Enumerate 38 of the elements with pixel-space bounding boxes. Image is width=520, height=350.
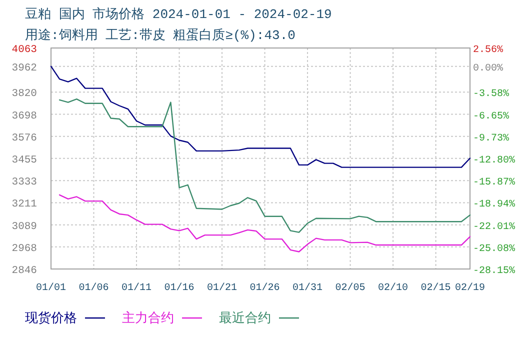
y2-tick-label: -9.73% [473, 133, 510, 144]
y-tick-label: 3698 [12, 110, 37, 122]
x-tick-label: 02/19 [454, 282, 486, 294]
x-tick-label: 01/26 [250, 282, 280, 294]
x-tick-label: 01/21 [207, 282, 238, 294]
y2-tick-label: -15.87% [473, 178, 516, 189]
x-tick-label: 01/01 [36, 282, 66, 294]
legend-label: 现货价格 [25, 311, 77, 326]
y2-tick-label: -22.01% [473, 222, 516, 233]
x-tick-label: 01/16 [164, 282, 194, 294]
x-tick-label: 02/15 [420, 282, 451, 294]
chart-subtitle: 用途:饲料用 工艺:带皮 粗蛋白质≥(%):43.0 [25, 28, 296, 43]
legend-label: 主力合约 [122, 310, 174, 326]
y2-tick-label: -28.15% [473, 266, 516, 277]
x-tick-label: 01/31 [292, 282, 323, 294]
y-tick-label: 4063 [12, 44, 37, 56]
x-tick-label: 01/11 [122, 282, 152, 294]
y2-tick-label: -12.80% [473, 156, 516, 167]
y-tick-label: 3333 [12, 176, 37, 189]
y2-tick-label: 2.56% [473, 45, 504, 56]
legend-label: 最近合约 [219, 311, 271, 326]
y-tick-label: 3962 [12, 62, 37, 74]
y-tick-label: 2846 [12, 265, 37, 277]
y2-tick-label: 0.00% [473, 63, 504, 74]
x-tick-label: 02/10 [378, 282, 408, 294]
x-tick-label: 02/05 [335, 282, 366, 294]
y-tick-label: 2968 [12, 242, 37, 255]
y-tick-label: 3820 [12, 88, 37, 100]
chart-title: 豆粕 国内 市场价格 2024-01-01 - 2024-02-19 [25, 7, 332, 22]
x-tick-label: 01/06 [78, 282, 109, 294]
y2-tick-label: -3.58% [473, 89, 510, 100]
y-tick-label: 3089 [12, 220, 37, 233]
y2-tick-label: -6.65% [473, 111, 510, 122]
y2-tick-label: -25.08% [473, 244, 516, 255]
y-tick-label: 3455 [12, 154, 37, 166]
y-tick-label: 3576 [12, 132, 37, 144]
y2-tick-label: -18.94% [473, 200, 516, 211]
y-tick-label: 3211 [12, 198, 37, 211]
